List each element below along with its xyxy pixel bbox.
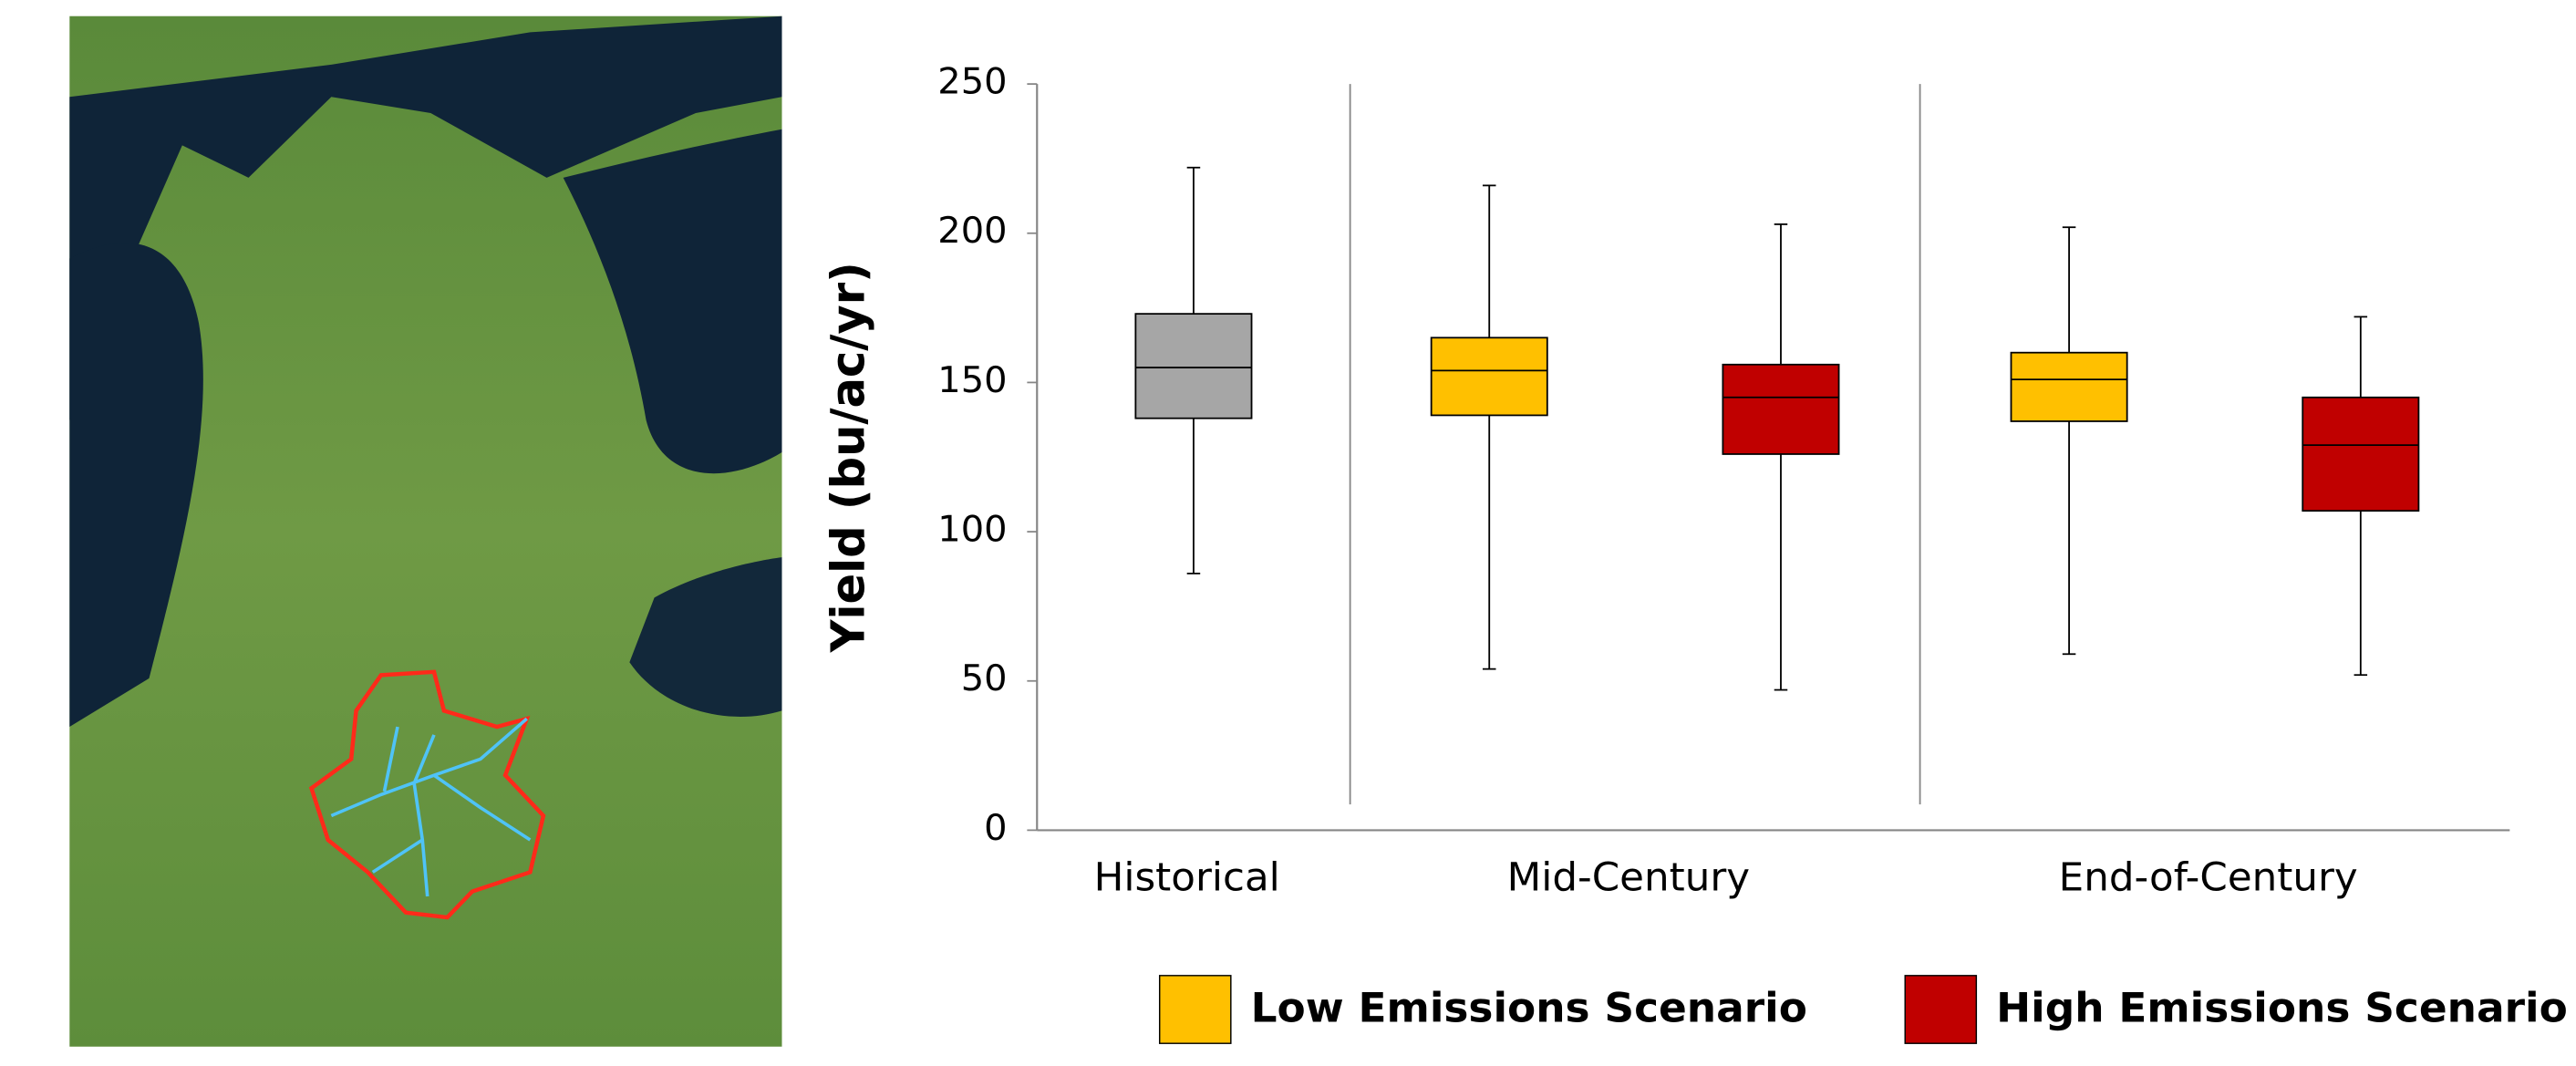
y-tick-label: 100 [937, 509, 1007, 550]
y-tick-label: 250 [937, 61, 1007, 102]
y-tick-label: 150 [937, 359, 1007, 400]
box [1135, 314, 1251, 419]
chart: Yield (bu/ac/yr) 0 50 100 150 200 250 Historic… [821, 61, 2568, 1043]
box [1723, 365, 1838, 454]
legend-label: High Emissions Scenario [1996, 984, 2568, 1031]
legend-swatch [1905, 976, 1976, 1043]
box [1432, 337, 1547, 415]
x-tick-label: Mid-Century [1507, 855, 1750, 900]
map-image [69, 16, 781, 1047]
box [2302, 398, 2418, 511]
y-axis-label: Yield (bu/ac/yr) [821, 262, 875, 653]
y-tick-label: 200 [937, 211, 1007, 252]
y-tick-label: 0 [984, 807, 1007, 848]
y-tick-label: 50 [961, 658, 1008, 699]
box [2011, 353, 2126, 421]
x-tick-label: Historical [1094, 855, 1280, 900]
page: Yield (bu/ac/yr) 0 50 100 150 200 250 Historic… [0, 0, 2576, 1066]
x-tick-label: End-of-Century [2059, 855, 2358, 900]
legend-label: Low Emissions Scenario [1251, 984, 1807, 1031]
legend-swatch [1160, 976, 1231, 1043]
